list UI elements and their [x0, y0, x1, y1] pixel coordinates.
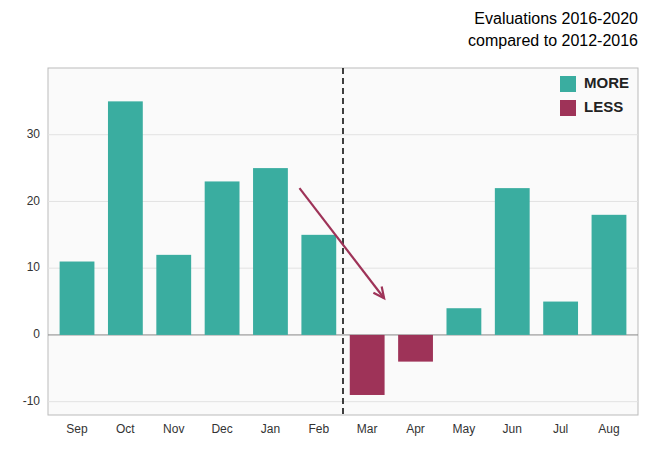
x-tick-label: Nov	[163, 422, 184, 436]
y-tick-label: 0	[33, 327, 40, 341]
divider-line	[342, 68, 344, 415]
bar	[446, 308, 481, 335]
bar	[253, 168, 288, 335]
bar	[108, 101, 143, 335]
y-tick-label: 10	[27, 260, 41, 274]
x-tick-label: Feb	[308, 422, 329, 436]
chart-container: -10 0 10 20 30 Sep Oct Nov Dec Jan Feb Mar Apr May Jun…	[0, 0, 656, 451]
bar	[60, 262, 95, 335]
x-tick-label: Jun	[503, 422, 522, 436]
bar	[350, 335, 385, 395]
title: Evaluations 2016-2020	[474, 10, 638, 27]
legend-swatch	[560, 100, 576, 116]
bar	[543, 302, 578, 335]
x-tick-label: Dec	[211, 422, 232, 436]
y-tick-label: 30	[27, 127, 41, 141]
x-tick-label: Sep	[66, 422, 88, 436]
arrow	[299, 188, 384, 298]
bar	[156, 255, 191, 335]
x-tick-label: Apr	[406, 422, 425, 436]
legend-swatch	[560, 76, 576, 92]
x-tick-label: Oct	[116, 422, 135, 436]
y-tick-label: 20	[27, 194, 41, 208]
y-tick-label: -10	[23, 394, 41, 408]
x-tick-label: Jul	[553, 422, 568, 436]
bar	[205, 181, 240, 334]
x-tick-label: Jan	[261, 422, 280, 436]
legend: MORE LESS	[560, 74, 629, 116]
chart: -10 0 10 20 30 Sep Oct Nov Dec Jan Feb Mar Apr May Jun…	[0, 0, 656, 451]
bar	[301, 235, 336, 335]
x-tick-label: Mar	[357, 422, 378, 436]
bar	[592, 215, 627, 335]
plot-frame	[48, 68, 638, 415]
bar	[495, 188, 530, 335]
arrow-shaft	[299, 188, 384, 298]
x-tick-label: May	[453, 422, 476, 436]
annotations	[299, 68, 384, 415]
x-tick-label: Aug	[598, 422, 619, 436]
bar	[398, 335, 433, 362]
legend-label: MORE	[584, 74, 629, 91]
arrow-head	[373, 286, 384, 298]
legend-label: LESS	[584, 98, 623, 115]
subtitle: compared to 2012-2016	[468, 32, 638, 49]
